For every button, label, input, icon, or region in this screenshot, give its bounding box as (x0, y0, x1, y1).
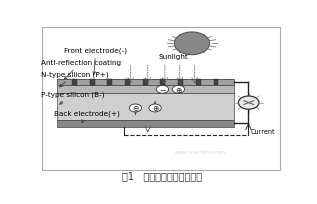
Bar (196, 80, 201, 85)
Text: Sunlight: Sunlight (158, 54, 188, 60)
Bar (125, 80, 130, 85)
Text: Current: Current (251, 129, 275, 134)
Bar (57, 79, 234, 86)
Circle shape (149, 104, 161, 112)
Text: −: − (159, 85, 166, 94)
Text: ⊕: ⊕ (152, 104, 158, 113)
Bar (214, 80, 218, 85)
Bar (107, 80, 112, 85)
FancyBboxPatch shape (42, 28, 281, 171)
Circle shape (174, 33, 210, 55)
Text: Back electrode(+): Back electrode(+) (55, 110, 120, 123)
Bar (57, 86, 234, 94)
Circle shape (156, 86, 169, 94)
Text: P-type silicon (B-): P-type silicon (B-) (41, 91, 104, 105)
Text: Anti-reflection coating: Anti-reflection coating (41, 60, 121, 80)
Text: ⊖: ⊖ (132, 104, 139, 113)
Bar (178, 80, 183, 85)
Circle shape (238, 96, 259, 110)
Bar (90, 80, 95, 85)
Text: Front electrode(-): Front electrode(-) (64, 47, 127, 75)
Circle shape (172, 86, 184, 94)
Text: www.elecfans.com: www.elecfans.com (175, 149, 226, 154)
Bar (160, 80, 165, 85)
Circle shape (129, 104, 142, 112)
Text: N-type silicon (P+): N-type silicon (P+) (41, 72, 108, 88)
Bar (143, 80, 148, 85)
Bar (72, 80, 77, 85)
Bar (57, 94, 234, 120)
Text: ⊕: ⊕ (175, 85, 182, 94)
Bar (57, 121, 234, 127)
Text: 图1   太阳能电池工作原理图: 图1 太阳能电池工作原理图 (122, 170, 203, 180)
